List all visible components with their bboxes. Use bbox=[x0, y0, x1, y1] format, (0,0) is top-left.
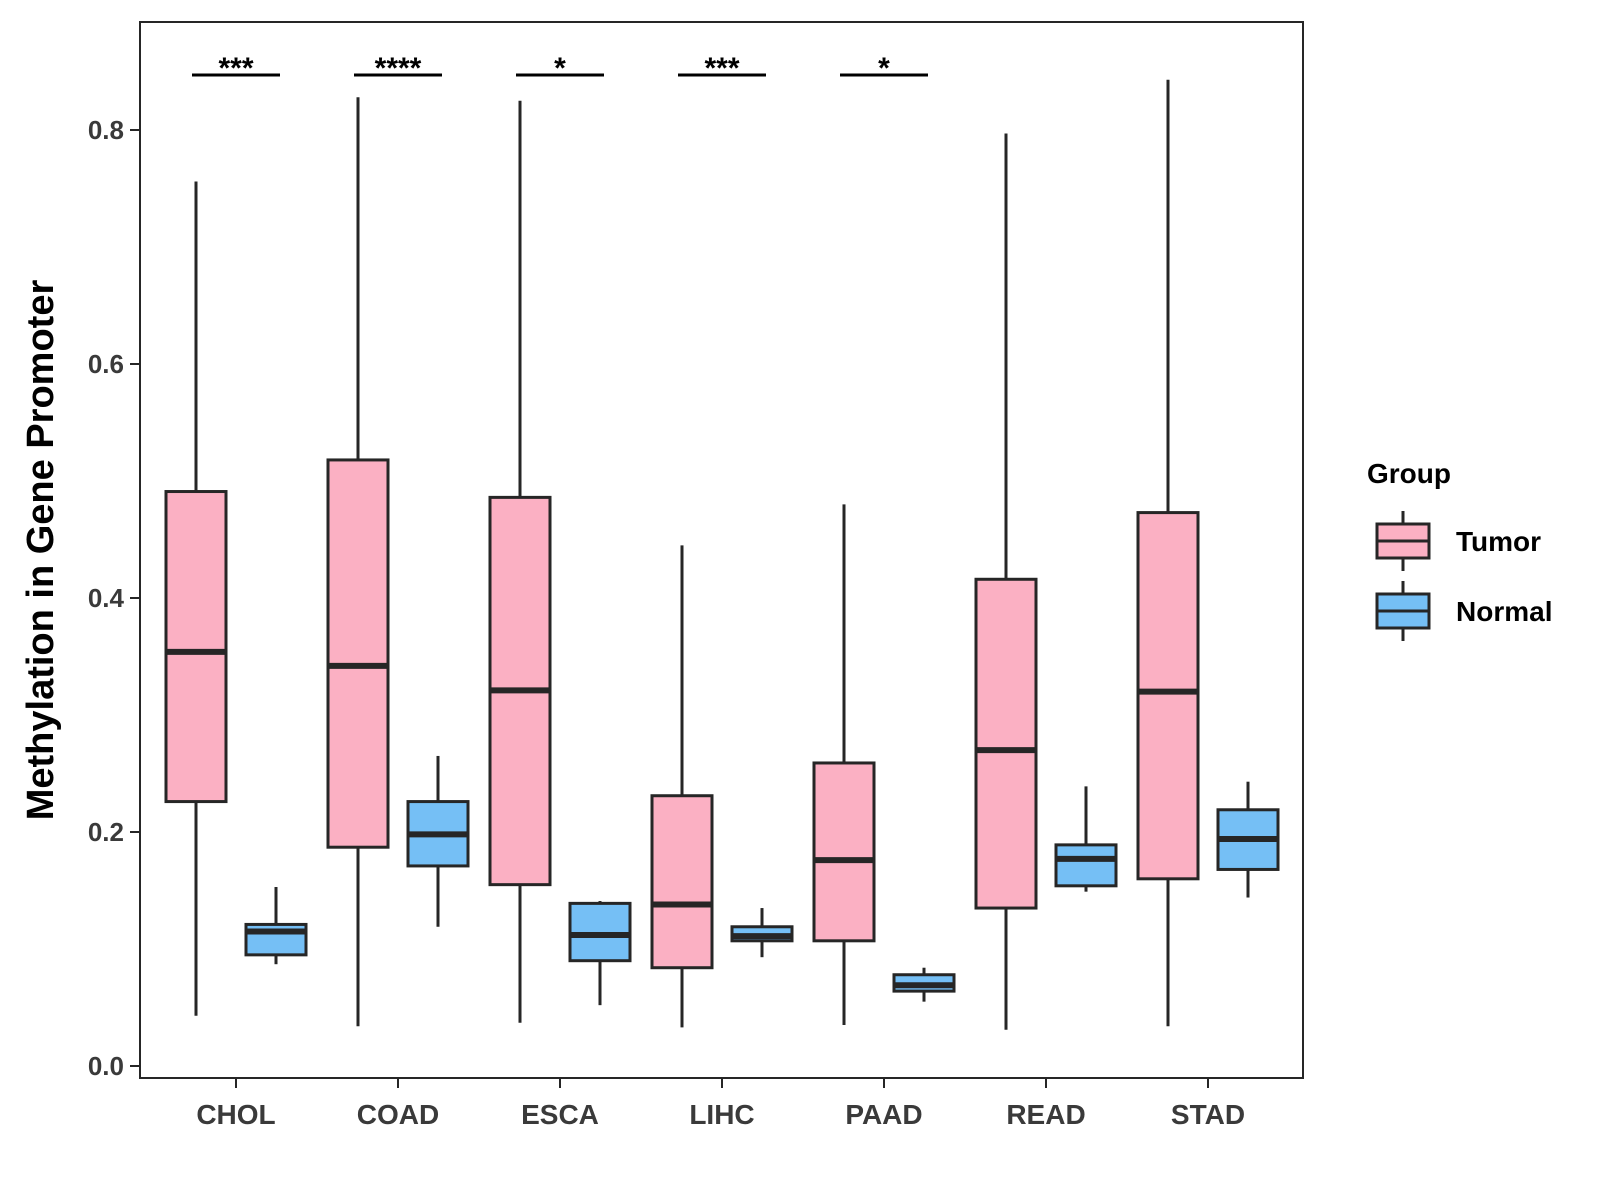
box-normal-lihc bbox=[730, 908, 794, 958]
x-axis: CHOL COAD ESCA LIHC PAAD READ STAD bbox=[196, 1078, 1245, 1130]
significance-label-lihc: *** bbox=[704, 52, 739, 85]
y-tick-label: 0.8 bbox=[88, 115, 124, 145]
x-category-label-read: READ bbox=[1006, 1099, 1085, 1130]
legend: Group Tumor Normal bbox=[1367, 458, 1552, 641]
significance-label-coad: **** bbox=[375, 52, 422, 85]
box-body bbox=[812, 761, 876, 943]
box-body bbox=[974, 577, 1038, 910]
box-tumor-coad bbox=[326, 97, 390, 1027]
box-body bbox=[164, 490, 228, 804]
legend-label: Tumor bbox=[1456, 526, 1541, 557]
y-tick-label: 0.6 bbox=[88, 349, 124, 379]
legend-title: Group bbox=[1367, 458, 1451, 489]
significance-label-esca: * bbox=[554, 52, 566, 85]
x-category-label-esca: ESCA bbox=[521, 1099, 599, 1130]
box-tumor-paad bbox=[812, 504, 876, 1026]
box-tumor-stad bbox=[1136, 79, 1200, 1027]
boxes-layer bbox=[164, 79, 1280, 1030]
y-tick-label: 0.4 bbox=[88, 583, 125, 613]
x-category-label-chol: CHOL bbox=[196, 1099, 275, 1130]
box-body bbox=[326, 458, 390, 849]
x-category-label-lihc: LIHC bbox=[689, 1099, 754, 1130]
box-normal-read bbox=[1054, 786, 1118, 892]
box-tumor-lihc bbox=[650, 545, 714, 1028]
box-body bbox=[1054, 843, 1118, 888]
box-normal-chol bbox=[244, 886, 308, 965]
x-category-label-stad: STAD bbox=[1171, 1099, 1245, 1130]
plot-panel bbox=[139, 21, 1304, 1079]
box-normal-coad bbox=[406, 755, 470, 927]
x-category-label-coad: COAD bbox=[357, 1099, 439, 1130]
box-normal-paad bbox=[892, 967, 956, 1002]
box-normal-esca bbox=[568, 901, 632, 1006]
legend-label: Normal bbox=[1456, 596, 1552, 627]
y-axis: 0.0 0.2 0.4 0.6 0.8 bbox=[88, 115, 140, 1081]
box-normal-stad bbox=[1216, 781, 1280, 898]
significance-annotations: *** **** * *** * bbox=[192, 52, 928, 85]
box-tumor-read bbox=[974, 133, 1038, 1030]
y-tick-label: 0.2 bbox=[88, 817, 124, 847]
legend-item-normal: Normal bbox=[1375, 581, 1552, 641]
box-tumor-chol bbox=[164, 181, 228, 1016]
y-axis-title: Methylation in Gene Promoter bbox=[20, 280, 62, 821]
box-body bbox=[650, 794, 714, 970]
box-tumor-esca bbox=[488, 100, 552, 1023]
legend-item-tumor: Tumor bbox=[1375, 511, 1541, 571]
x-category-label-paad: PAAD bbox=[845, 1099, 922, 1130]
box-body bbox=[1136, 511, 1200, 881]
y-tick-label: 0.0 bbox=[88, 1051, 124, 1081]
significance-label-chol: *** bbox=[218, 52, 253, 85]
significance-label-paad: * bbox=[878, 52, 890, 85]
